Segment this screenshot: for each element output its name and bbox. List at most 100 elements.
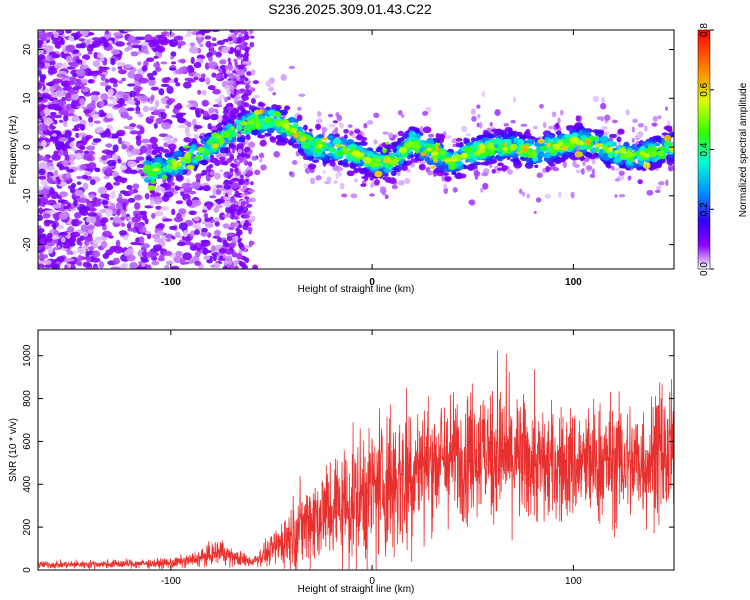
heatmap-cell-2332	[646, 189, 654, 196]
heatmap-cell-3200	[288, 116, 297, 123]
heatmap-cell-1326	[202, 116, 211, 120]
snr-y-tick-label-2: 400	[22, 476, 33, 493]
heatmap-cell-1532	[112, 216, 121, 224]
heatmap-cell-1325	[70, 147, 78, 152]
heatmap-cell-1408	[126, 107, 135, 112]
heatmap-cell-152	[117, 66, 123, 70]
heatmap-cell-1745	[240, 246, 246, 251]
heatmap-cell-458	[211, 72, 217, 78]
heatmap-cell-1367	[82, 58, 87, 66]
heatmap-cell-1309	[138, 236, 145, 244]
heatmap-cell-656	[80, 64, 88, 70]
heatmap-cell-235	[222, 223, 230, 229]
heatmap-cell-1673	[86, 103, 96, 111]
heatmap-cell-1555	[153, 109, 160, 115]
heatmap-cell-2070	[452, 187, 458, 193]
heatmap-cell-603	[155, 99, 160, 108]
heatmap-cell-723	[208, 107, 215, 114]
heatmap-cell-4173	[650, 151, 657, 158]
heatmap-cell-1427	[58, 137, 68, 142]
heatmap-cell-1133	[38, 196, 49, 203]
heatmap-y-tick-label-2: 0	[22, 144, 33, 150]
heatmap-cell-1879	[235, 46, 241, 51]
heatmap-cell-1420	[83, 150, 90, 155]
heatmap-cell-1152	[191, 199, 202, 207]
heatmap-cell-2047	[533, 210, 537, 215]
heatmap-cell-1871	[240, 88, 246, 92]
heatmap-cell-1148	[226, 64, 234, 72]
heatmap-cell-2336	[334, 127, 339, 132]
heatmap-cell-591	[177, 124, 187, 129]
heatmap-cell-1491	[163, 191, 174, 198]
heatmap-cell-1502	[133, 194, 143, 201]
heatmap-cell-640	[90, 257, 101, 263]
heatmap-cell-254	[38, 225, 42, 229]
heatmap-cell-274	[171, 208, 176, 216]
heatmap-y-tick-label-4: 20	[22, 44, 33, 56]
heatmap-cell-520	[86, 202, 94, 208]
heatmap-cell-585	[184, 126, 190, 135]
heatmap-cell-2412	[637, 179, 643, 185]
heatmap-cell-1683	[115, 41, 125, 47]
heatmap-cell-1938	[227, 57, 231, 63]
heatmap-cell-4258	[502, 146, 508, 151]
heatmap-cell-2276	[404, 178, 411, 184]
heatmap-cell-218	[100, 93, 109, 101]
heatmap-cell-1936	[244, 52, 248, 58]
heatmap-cell-2274	[494, 109, 501, 117]
heatmap-cell-1220	[75, 59, 83, 64]
heatmap-cell-2411	[332, 120, 339, 124]
heatmap-cell-2439	[219, 156, 226, 161]
heatmap-cell-1628	[135, 138, 142, 146]
heatmap-cell-1399	[188, 242, 194, 247]
heatmap-cell-837	[144, 218, 149, 225]
heatmap-cell-40	[132, 183, 140, 190]
heatmap-cell-4225	[334, 144, 344, 148]
heatmap-cell-2279	[400, 114, 405, 118]
heatmap-cell-2983	[493, 156, 499, 160]
colorbar-tick-label-1: 0.2	[699, 202, 710, 216]
heatmap-cell-727	[151, 260, 160, 266]
heatmap-cell-1342	[189, 46, 199, 54]
heatmap-cell-1585	[175, 112, 184, 120]
heatmap-cell-2233	[388, 132, 394, 139]
heatmap-cell-1130	[74, 211, 82, 219]
heatmap-cell-4263	[644, 152, 650, 158]
heatmap-cell-1455	[195, 108, 200, 116]
heatmap-cell-1560	[60, 237, 66, 243]
heatmap-cell-2062	[382, 191, 386, 196]
heatmap-cell-1591	[38, 253, 45, 262]
heatmap-cell-2294	[288, 171, 293, 176]
heatmap-cell-604	[205, 77, 211, 86]
heatmap-cell-1880	[234, 167, 239, 173]
heatmap-cell-1202	[38, 186, 44, 191]
heatmap-cell-368	[146, 72, 154, 79]
heatmap-cell-2224	[644, 125, 648, 132]
heatmap-cell-1496	[169, 67, 177, 71]
heatmap-cell-437	[144, 192, 150, 200]
snr-y-tick-label-4: 800	[22, 390, 33, 407]
heatmap-cell-1950	[247, 198, 253, 203]
heatmap-cell-2217	[544, 193, 551, 199]
heatmap-cell-827	[112, 144, 119, 153]
heatmap-cell-1082	[84, 170, 93, 176]
heatmap-cell-1600	[119, 230, 128, 236]
heatmap-cell-4140	[619, 152, 626, 160]
heatmap-cell-2165	[373, 112, 380, 119]
heatmap-cell-4186	[230, 126, 235, 131]
colorbar-label: Normalized spectral amplitude	[738, 82, 749, 217]
heatmap-cell-4242	[509, 143, 518, 151]
heatmap-cell-75	[165, 104, 170, 109]
heatmap-cell-2185	[477, 114, 481, 119]
heatmap-cell-4211	[197, 146, 204, 154]
heatmap-cell-273	[160, 61, 168, 65]
heatmap-cell-1815	[215, 184, 223, 189]
heatmap-cell-1067	[38, 118, 42, 123]
heatmap-cell-2511	[382, 176, 391, 181]
heatmap-cell-4047	[267, 118, 276, 124]
heatmap-cell-178	[62, 61, 67, 70]
heatmap-cell-1457	[131, 216, 141, 223]
heatmap-cell-1109	[110, 266, 121, 269]
